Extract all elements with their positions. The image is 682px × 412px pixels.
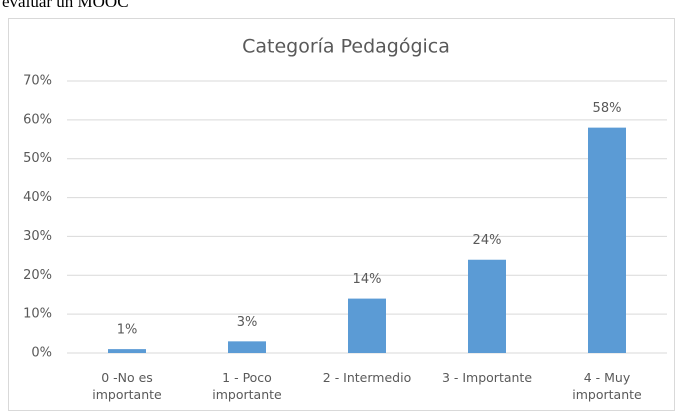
x-tick-label: 4 - Muy importante [572, 370, 642, 402]
chart-title: Categoría Pedagógica [242, 36, 450, 58]
bar [468, 259, 506, 353]
y-tick-label: 10% [23, 307, 52, 322]
x-tick-label: 0 -No es importante [92, 370, 162, 402]
x-tick-label: 3 - Importante [441, 370, 533, 385]
y-tick-label: 50% [23, 151, 52, 166]
x-tick-label: 2 - Intermedio [322, 370, 412, 385]
y-tick-label: 70% [23, 74, 52, 89]
y-tick-label: 30% [23, 229, 52, 244]
caption: evaluar un MOOC [2, 0, 129, 11]
y-tick-label: 20% [23, 268, 52, 283]
bar [348, 298, 386, 353]
y-tick-label: 40% [23, 190, 52, 205]
x-tick-label: 1 - Poco importante [212, 370, 282, 402]
data-label: 1% [117, 323, 138, 338]
data-label: 58% [593, 101, 622, 116]
data-label: 14% [353, 272, 382, 287]
chart-border [8, 18, 675, 411]
data-label: 3% [237, 315, 258, 330]
bar [108, 349, 146, 353]
data-label: 24% [473, 233, 502, 248]
y-tick-label: 0% [31, 346, 52, 361]
bar [588, 127, 626, 353]
y-tick-label: 60% [23, 112, 52, 127]
bar [228, 341, 266, 353]
